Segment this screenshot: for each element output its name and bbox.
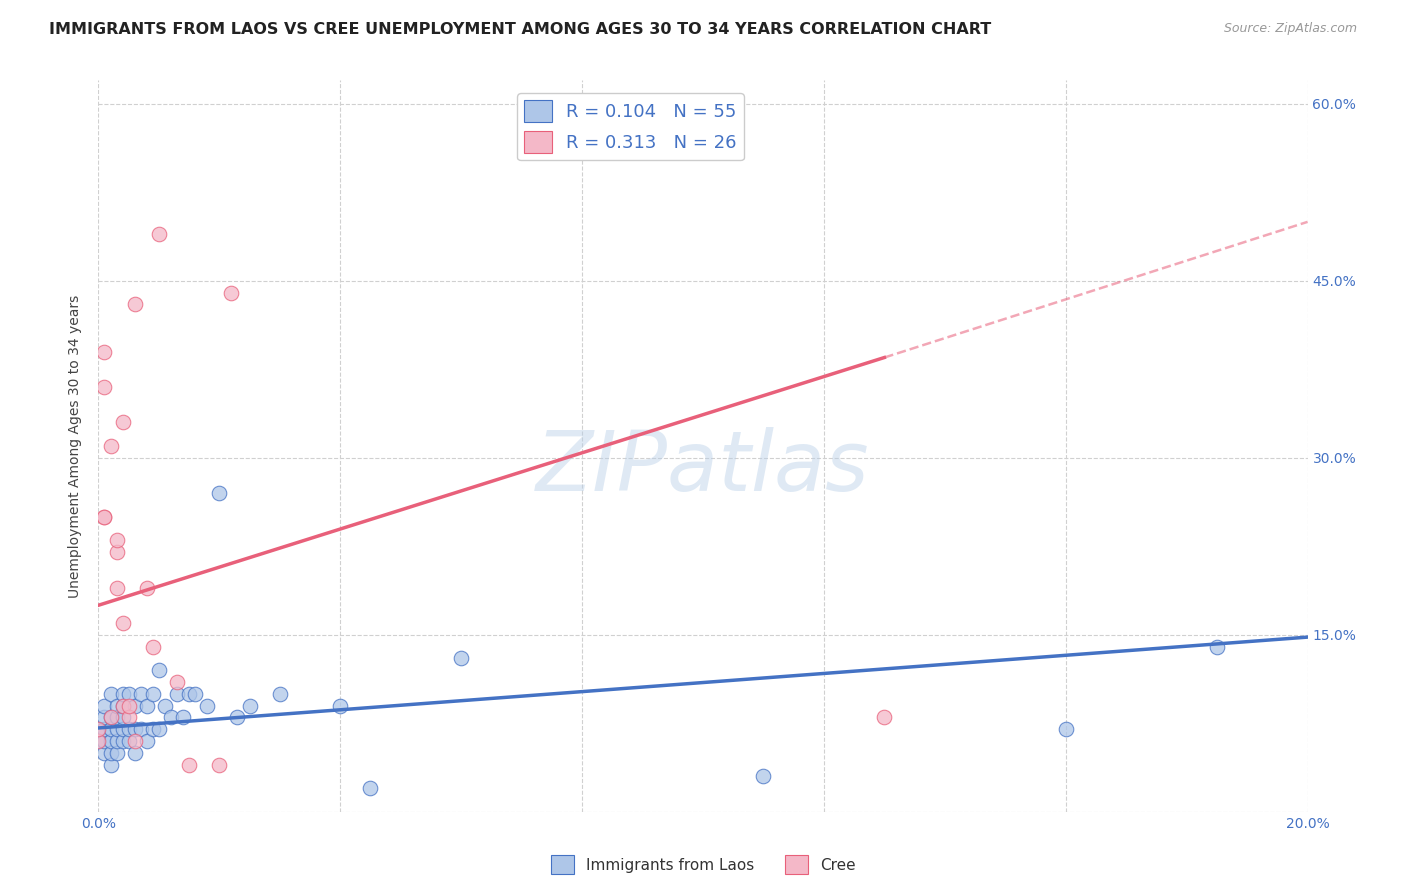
Point [105,734,128,748]
Point [105,533,128,548]
Point [100,722,122,736]
Legend: Immigrants from Laos, Cree: Immigrants from Laos, Cree [544,849,862,880]
Point [148,722,170,736]
Point [166,675,188,690]
Point [129,722,152,736]
Text: ZIPatlas: ZIPatlas [536,427,870,508]
Point [752,769,775,783]
Point [142,687,165,701]
Legend: R = 0.104   N = 55, R = 0.313   N = 26: R = 0.104 N = 55, R = 0.313 N = 26 [517,93,744,161]
Point [100,757,122,772]
Point [111,416,134,430]
Point [111,734,134,748]
Point [360,781,382,796]
Point [172,710,194,724]
Point [87,734,110,748]
Point [195,698,218,713]
Point [208,757,231,772]
Point [111,687,134,701]
Point [135,581,157,595]
Point [135,734,157,748]
Point [105,581,128,595]
Point [184,687,207,701]
Point [124,734,146,748]
Point [118,710,141,724]
Point [124,746,146,760]
Point [221,285,243,300]
Point [208,486,231,500]
Point [118,698,141,713]
Point [93,509,115,524]
Point [100,439,122,453]
Point [93,722,115,736]
Point [269,687,291,701]
Point [329,698,352,713]
Point [142,722,165,736]
Point [111,722,134,736]
Text: IMMIGRANTS FROM LAOS VS CREE UNEMPLOYMENT AMONG AGES 30 TO 34 YEARS CORRELATION : IMMIGRANTS FROM LAOS VS CREE UNEMPLOYMEN… [49,22,991,37]
Point [226,710,249,724]
Point [105,698,128,713]
Point [100,710,122,724]
Point [105,746,128,760]
Point [124,698,146,713]
Point [93,344,115,359]
Point [100,746,122,760]
Point [111,698,134,713]
Point [100,687,122,701]
Point [93,734,115,748]
Point [631,132,654,146]
Point [153,698,176,713]
Text: Source: ZipAtlas.com: Source: ZipAtlas.com [1223,22,1357,36]
Point [124,722,146,736]
Point [105,710,128,724]
Point [129,687,152,701]
Point [87,722,110,736]
Point [100,734,122,748]
Point [118,734,141,748]
Point [100,710,122,724]
Point [118,687,141,701]
Point [93,746,115,760]
Point [105,545,128,559]
Point [111,710,134,724]
Point [450,651,472,665]
Point [142,640,165,654]
Point [166,687,188,701]
Point [87,722,110,736]
Point [1054,722,1077,736]
Point [105,722,128,736]
Point [160,710,183,724]
Point [111,615,134,630]
Point [148,663,170,677]
Point [118,722,141,736]
Point [93,380,115,394]
Point [87,734,110,748]
Point [179,687,201,701]
Y-axis label: Unemployment Among Ages 30 to 34 years: Unemployment Among Ages 30 to 34 years [69,294,83,598]
Point [93,509,115,524]
Point [93,698,115,713]
Point [124,297,146,311]
Point [239,698,262,713]
Point [93,710,115,724]
Point [1206,640,1229,654]
Point [873,710,896,724]
Point [111,698,134,713]
Point [179,757,201,772]
Point [135,698,157,713]
Point [148,227,170,241]
